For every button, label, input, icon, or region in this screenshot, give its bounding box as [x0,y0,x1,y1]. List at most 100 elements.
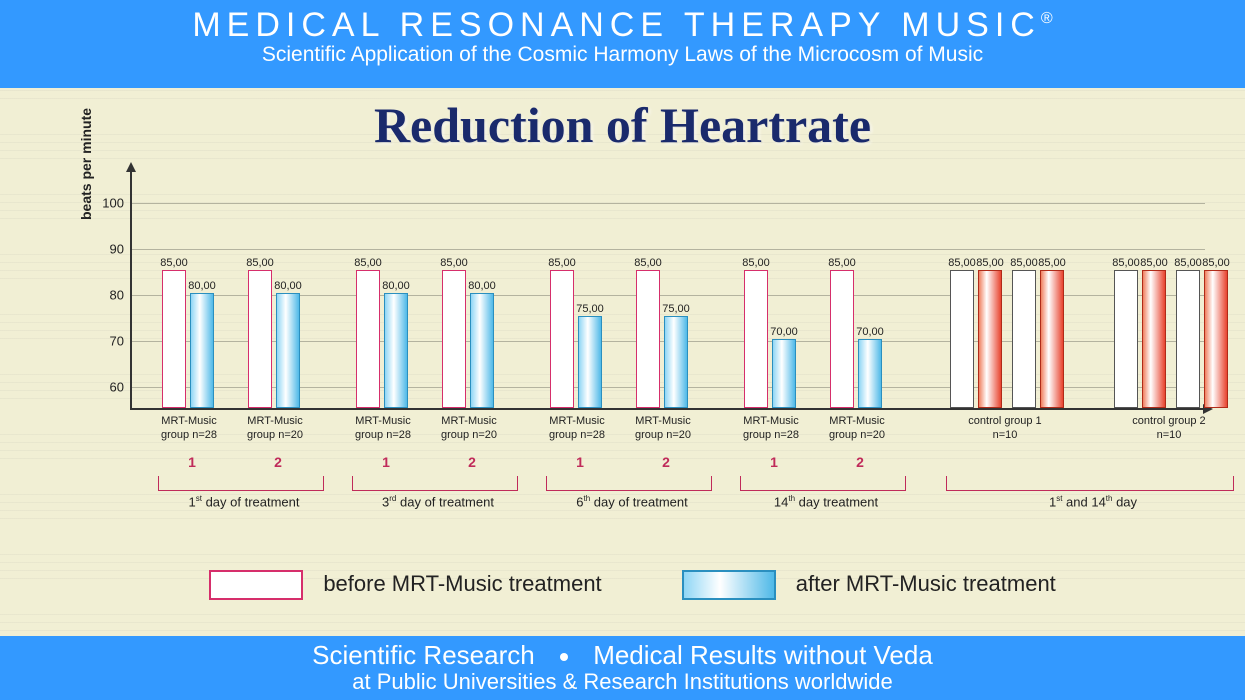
bar-value-label: 85,00 [742,257,770,269]
bar-value-label: 80,00 [382,280,410,292]
chart-container: beats per minute 6070809010085,0080,0085… [60,180,1205,620]
y-tick-label: 80 [110,288,124,303]
bar-before: 85,00 [442,270,466,408]
legend-swatch-before [209,570,303,600]
group-sub-number: 2 [656,454,676,470]
bar-after: 70,00 [772,339,796,408]
bar-before: 85,00 [550,270,574,408]
x-group-label: control group 2n=10 [1104,415,1234,443]
x-group-label: MRT-Musicgroup n=20 [430,415,508,443]
header-subtitle: Scientific Application of the Cosmic Har… [0,43,1245,67]
bar-value-label: 80,00 [274,280,302,292]
bar-value-label: 85,00 [976,257,1004,269]
registered-mark: ® [1041,10,1053,27]
x-group-label: MRT-Musicgroup n=28 [538,415,616,443]
bar-before: 85,00 [248,270,272,408]
bar-value-label: 70,00 [856,326,884,338]
header-banner: MEDICAL RESONANCE THERAPY MUSIC® Scienti… [0,0,1245,88]
footer-l1-right: Medical Results without Veda [593,640,933,670]
footer-l1-left: Scientific Research [312,640,535,670]
day-bracket [546,476,712,491]
bar-after: 80,00 [276,293,300,408]
bar-value-label: 85,00 [1112,257,1140,269]
x-group-label: MRT-Musicgroup n=28 [344,415,422,443]
gridline [132,203,1205,204]
bar-after: 80,00 [470,293,494,408]
x-group-label: MRT-Musicgroup n=20 [624,415,702,443]
bar-value-label: 80,00 [468,280,496,292]
header-title-text: MEDICAL RESONANCE THERAPY MUSIC [192,6,1041,44]
legend-label-before: before MRT-Music treatment [323,571,601,596]
bar-control-after: 85,00 [978,270,1002,408]
bar-before: 85,00 [830,270,854,408]
y-axis-label: beats per minute [78,108,94,220]
bar-control-before: 85,00 [950,270,974,408]
y-tick-label: 60 [110,380,124,395]
bar-value-label: 85,00 [1174,257,1202,269]
day-bracket [946,476,1234,491]
footer-banner: Scientific Research Medical Results with… [0,636,1245,700]
bar-control-before: 85,00 [1114,270,1138,408]
bar-after: 80,00 [384,293,408,408]
bar-value-label: 80,00 [188,280,216,292]
group-sub-number: 1 [570,454,590,470]
separator-dot [560,653,568,661]
group-sub-number: 1 [182,454,202,470]
bar-value-label: 85,00 [354,257,382,269]
legend-swatch-after [682,570,776,600]
bar-value-label: 85,00 [1202,257,1230,269]
bar-value-label: 75,00 [576,303,604,315]
bar-control-after: 85,00 [1142,270,1166,408]
group-sub-number: 1 [376,454,396,470]
x-group-label: control group 1n=10 [940,415,1070,443]
bar-after: 75,00 [578,316,602,408]
footer-line-1: Scientific Research Medical Results with… [0,640,1245,671]
day-label: 3rd day of treatment [336,494,540,509]
day-label: 1st and 14th day [930,494,1245,509]
bar-value-label: 75,00 [662,303,690,315]
bar-value-label: 85,00 [948,257,976,269]
group-sub-number: 2 [850,454,870,470]
bar-value-label: 85,00 [1140,257,1168,269]
bar-value-label: 85,00 [160,257,188,269]
bar-value-label: 85,00 [440,257,468,269]
bar-after: 80,00 [190,293,214,408]
day-bracket [158,476,324,491]
bar-before: 85,00 [356,270,380,408]
bar-value-label: 85,00 [634,257,662,269]
bar-before: 85,00 [744,270,768,408]
day-label: 6th day of treatment [530,494,734,509]
header-title: MEDICAL RESONANCE THERAPY MUSIC® [0,6,1245,45]
bar-value-label: 85,00 [828,257,856,269]
x-group-label: MRT-Musicgroup n=28 [150,415,228,443]
chart-legend: before MRT-Music treatment after MRT-Mus… [60,565,1205,605]
y-tick-label: 70 [110,334,124,349]
footer-line-2: at Public Universities & Research Instit… [0,669,1245,695]
y-axis [130,170,132,410]
bar-value-label: 70,00 [770,326,798,338]
legend-item-before: before MRT-Music treatment [209,570,601,600]
group-sub-number: 2 [462,454,482,470]
day-label: 1st day of treatment [142,494,346,509]
y-axis-arrow [126,162,136,172]
chart-plot-area: 6070809010085,0080,0085,0080,0085,0080,0… [130,180,1205,410]
bar-before: 85,00 [636,270,660,408]
y-tick-label: 90 [110,242,124,257]
bar-value-label: 85,00 [548,257,576,269]
group-sub-number: 2 [268,454,288,470]
day-bracket [352,476,518,491]
bar-after: 75,00 [664,316,688,408]
y-tick-label: 100 [102,196,124,211]
legend-label-after: after MRT-Music treatment [796,571,1056,596]
bar-value-label: 85,00 [246,257,274,269]
bar-control-after: 85,00 [1040,270,1064,408]
bar-control-before: 85,00 [1012,270,1036,408]
bar-value-label: 85,00 [1010,257,1038,269]
x-group-label: MRT-Musicgroup n=28 [732,415,810,443]
day-bracket [740,476,906,491]
bar-control-before: 85,00 [1176,270,1200,408]
legend-item-after: after MRT-Music treatment [682,570,1056,600]
gridline [132,249,1205,250]
x-group-label: MRT-Musicgroup n=20 [818,415,896,443]
bar-after: 70,00 [858,339,882,408]
